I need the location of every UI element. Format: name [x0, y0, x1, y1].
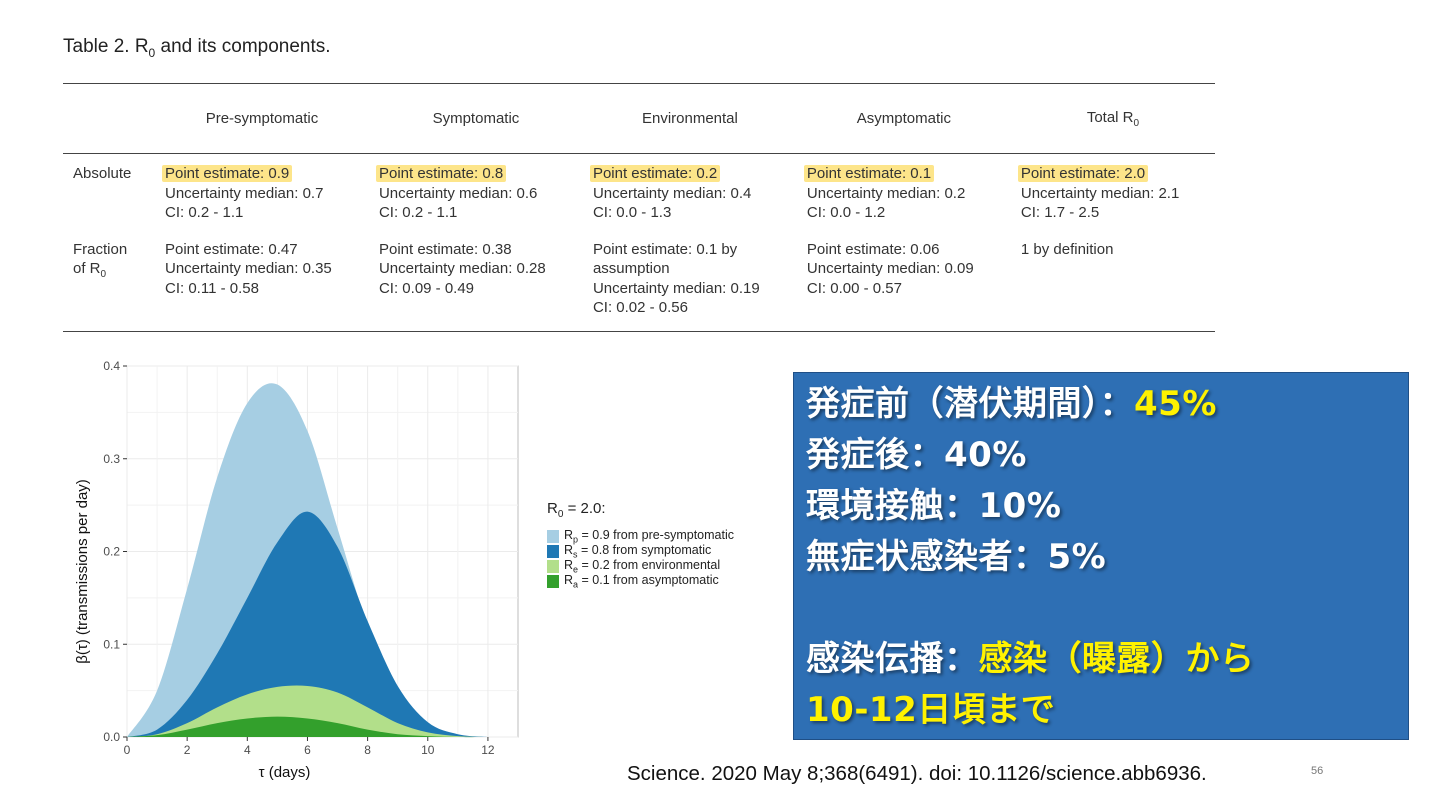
- legend-item-r-e: Re = 0.2 from environmental: [547, 558, 734, 575]
- cell-text: Uncertainty median: 0.2: [806, 184, 966, 202]
- cell-abs-pre: Point estimate: 0.9 Uncertainty median: …: [155, 154, 369, 240]
- transmission-area-chart: 0.0 0.1 0.2 0.3 0.4 0 2 4 6 8 10 12 τ (days) β(τ) (tr…: [60, 350, 540, 790]
- chart-legend: R0 = 2.0: Rp = 0.9 from pre-symptomatic R…: [547, 500, 734, 590]
- summary-line-transmission: 感染伝播：感染（曝露）から: [806, 639, 1255, 679]
- x-tick-label: 0: [124, 743, 131, 757]
- x-axis-label: τ (days): [259, 764, 311, 781]
- x-tick-label: 12: [481, 743, 495, 757]
- legend-label: Rs = 0.8 from symptomatic: [564, 543, 712, 560]
- header-pre-symptomatic: Pre-symptomatic: [155, 83, 369, 154]
- y-tick-label: 0.0: [103, 730, 120, 744]
- cell-text: Uncertainty median: 0.7: [165, 184, 324, 202]
- y-tick-label: 0.3: [103, 452, 120, 466]
- legend-swatch: [547, 545, 559, 558]
- cell-abs-env: Point estimate: 0.2 Uncertainty median: …: [583, 154, 797, 240]
- r0-components-table: Pre-symptomatic Symptomatic Environmenta…: [63, 83, 1215, 332]
- cell-frac-total: 1 by definition: [1010, 239, 1215, 332]
- row-label-absolute: Absolute: [73, 165, 132, 182]
- x-tick-label: 8: [364, 743, 371, 757]
- header-asymptomatic: Asymptomatic: [796, 83, 1011, 154]
- y-tick-label: 0.4: [103, 359, 120, 373]
- legend-swatch: [547, 560, 559, 573]
- cell-text: CI: 0.0 - 1.2: [806, 204, 886, 221]
- summary-box: 発症前（潜伏期間）：45% 発症後：40% 環境接触：10% 無症状感染者：5%…: [793, 372, 1409, 740]
- cell-text: CI: 0.2 - 1.1: [165, 204, 244, 221]
- cell-abs-asym: Point estimate: 0.1 Uncertainty median: …: [797, 154, 1011, 240]
- cell-text: CI: 0.2 - 1.1: [378, 204, 458, 221]
- area-r-s: [127, 511, 488, 737]
- legend-label: Ra = 0.1 from asymptomatic: [564, 573, 719, 590]
- x-tick-label: 2: [184, 743, 191, 757]
- cell-text: CI: 1.7 - 2.5: [1020, 204, 1100, 221]
- cell-text: CI: 0.0 - 1.3: [592, 204, 672, 221]
- x-tick-label: 4: [244, 743, 251, 757]
- cell-abs-total: Point estimate: 2.0 Uncertainty median: …: [1011, 154, 1215, 240]
- table-row-absolute: Absolute Point estimate: 0.9 Uncertainty…: [63, 154, 1215, 240]
- summary-line-presymptomatic: 発症前（潜伏期間）：45%: [806, 384, 1217, 424]
- cell-abs-sym: Point estimate: 0.8 Uncertainty median: …: [369, 154, 583, 240]
- legend-label: Re = 0.2 from environmental: [564, 558, 721, 575]
- legend-label: Rp = 0.9 from pre-symptomatic: [564, 528, 734, 545]
- cell-text: Uncertainty median: 2.1: [1020, 184, 1180, 202]
- cell-frac-pre: Point estimate: 0.47 Uncertainty median:…: [155, 239, 369, 332]
- header-total-r0: Total R0: [1010, 83, 1215, 154]
- y-tick-label: 0.2: [103, 545, 120, 559]
- legend-item-r-p: Rp = 0.9 from pre-symptomatic: [547, 528, 734, 545]
- summary-line-environmental: 環境接触：10%: [806, 486, 1062, 526]
- legend-items: Rp = 0.9 from pre-symptomatic Rs = 0.8 fr…: [547, 528, 734, 590]
- summary-line-symptomatic: 発症後：40%: [806, 435, 1027, 475]
- page-number: 56: [1311, 765, 1324, 777]
- x-tick-label: 6: [304, 743, 311, 757]
- table-row-fraction: Fraction of R0 Point estimate: 0.47 Unce…: [63, 239, 1215, 332]
- cell-text: Uncertainty median: 0.4: [592, 184, 752, 202]
- table-title: Table 2. R0 and its components.: [63, 36, 331, 60]
- area-r-a: [127, 716, 488, 738]
- cell-text: Uncertainty median: 0.6: [378, 184, 538, 202]
- cell-frac-asym: Point estimate: 0.06 Uncertainty median:…: [796, 239, 1011, 332]
- cell-frac-env: Point estimate: 0.1 by assumption Uncert…: [582, 239, 797, 332]
- y-axis-label: β(τ) (transmissions per day): [74, 479, 91, 664]
- header-symptomatic: Symptomatic: [368, 83, 583, 154]
- highlighted-point-estimate: Point estimate: 2.0: [1017, 165, 1149, 182]
- y-tick-label: 0.1: [103, 637, 120, 651]
- highlighted-point-estimate: Point estimate: 0.8: [375, 165, 507, 182]
- table-corner: [63, 83, 155, 154]
- legend-item-r-a: Ra = 0.1 from asymptomatic: [547, 573, 734, 590]
- header-environmental: Environmental: [582, 83, 797, 154]
- legend-swatch: [547, 575, 559, 588]
- legend-item-r-s: Rs = 0.8 from symptomatic: [547, 543, 734, 560]
- legend-swatch: [547, 530, 559, 543]
- summary-line-asymptomatic: 無症状感染者：5%: [806, 537, 1107, 577]
- summary-line-duration: 10-12日頃まで: [806, 690, 1056, 730]
- citation: Science. 2020 May 8;368(6491). doi: 10.1…: [627, 762, 1207, 785]
- chart-svg: 0.0 0.1 0.2 0.3 0.4 0 2 4 6 8 10 12 τ (days) β(τ) (tr…: [74, 359, 519, 781]
- x-tick-label: 10: [421, 743, 435, 757]
- highlighted-point-estimate: Point estimate: 0.9: [162, 165, 293, 182]
- highlighted-point-estimate: Point estimate: 0.2: [589, 165, 721, 182]
- cell-frac-sym: Point estimate: 0.38 Uncertainty median:…: [368, 239, 583, 332]
- highlighted-point-estimate: Point estimate: 0.1: [803, 165, 935, 182]
- legend-title: R0 = 2.0:: [547, 500, 606, 520]
- row-label-fraction: Fraction of R0: [63, 239, 155, 332]
